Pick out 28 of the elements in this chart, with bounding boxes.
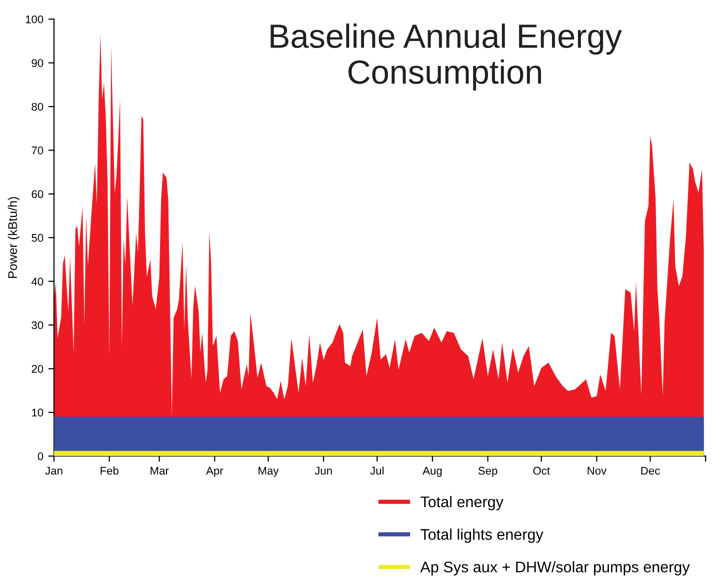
y-tick-label: 50 [32, 234, 44, 242]
y-tick-label: 40 [31, 278, 44, 286]
legend-label: Ap Sys aux + DHW/solar pumps energy [420, 561, 690, 576]
x-tick-label: Jul [370, 466, 384, 475]
x-tick-label: Apr [206, 466, 224, 477]
x-tick-label: Dec [641, 466, 660, 475]
y-tick-label: 30 [32, 321, 44, 330]
y-tick-label: 60 [32, 190, 44, 198]
y-tick-label: 70 [32, 146, 44, 154]
y-tick-label: 20 [32, 364, 44, 373]
text: Baseline Annual Energy Consumption [270, 24, 622, 91]
x-tick-label: Jun [314, 466, 332, 475]
legend-label: Total lights energy [420, 528, 544, 543]
x-tick-label: Sep [478, 466, 498, 477]
x-tick-label: May [258, 466, 279, 477]
y-tick-label: 90 [32, 59, 44, 67]
x-tick-label: Jan [45, 466, 62, 475]
y-tick-label: 0 [38, 452, 44, 460]
x-tick-label: Oct [533, 466, 550, 475]
x-tick-label: Mar [150, 466, 169, 475]
x-tick-label: Nov [588, 466, 607, 475]
y-axis-title: Power (kBtu/h) [8, 197, 20, 278]
y-tick-label: 10 [32, 408, 44, 417]
legend-label: Total energy [420, 496, 504, 510]
x-tick-label: Aug [422, 466, 442, 477]
y-tick-label: 80 [32, 102, 44, 111]
x-tick-label: Feb [100, 466, 118, 475]
y-tick-label: 100 [26, 15, 44, 24]
